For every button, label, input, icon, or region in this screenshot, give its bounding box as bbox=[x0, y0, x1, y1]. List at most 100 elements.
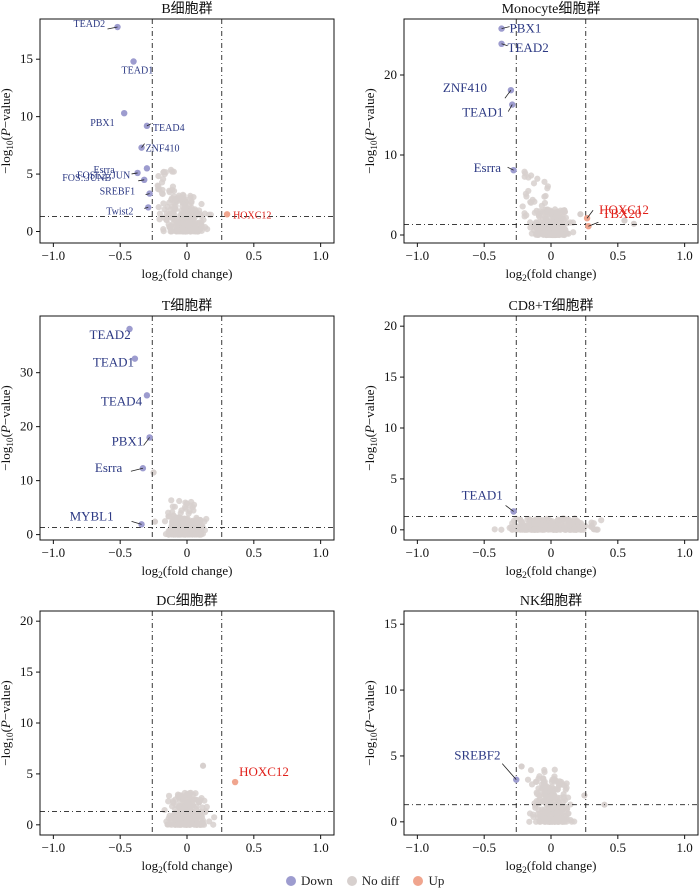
no-diff-point bbox=[159, 186, 166, 194]
no-diff-point bbox=[541, 766, 548, 774]
plot-frame bbox=[403, 315, 699, 541]
y-tick-label: 15 bbox=[20, 664, 33, 679]
y-tick-label: 5 bbox=[391, 471, 398, 486]
panel-title: NK细胞群 bbox=[520, 593, 582, 609]
label-leader-line bbox=[501, 43, 508, 47]
y-tick-label: 10 bbox=[20, 715, 33, 730]
no-diff-point bbox=[151, 518, 159, 525]
no-diff-point bbox=[577, 211, 584, 218]
x-tick-label: −0.5 bbox=[472, 248, 496, 263]
no-diff-point bbox=[156, 216, 163, 223]
x-tick-label: 0.5 bbox=[610, 248, 626, 263]
no-diff-point bbox=[542, 192, 549, 200]
no-diff-point bbox=[532, 778, 540, 785]
no-diff-point bbox=[183, 791, 191, 798]
label-leader-line bbox=[588, 221, 599, 227]
x-tick-label: 1.0 bbox=[677, 840, 693, 855]
no-diff-point bbox=[525, 520, 532, 527]
x-tick-label: 0.5 bbox=[246, 248, 262, 263]
no-diff-point bbox=[161, 518, 169, 525]
no-diff-point bbox=[541, 199, 549, 207]
label-leader-line bbox=[141, 143, 145, 148]
x-tick-label: 0.5 bbox=[610, 840, 626, 855]
x-tick-label: 0.5 bbox=[246, 545, 262, 560]
no-diff-point bbox=[171, 815, 178, 823]
no-diff-point bbox=[567, 801, 574, 808]
no-diff-point bbox=[198, 200, 205, 208]
legend-item-up: Up bbox=[413, 873, 444, 889]
y-tick-label: 0 bbox=[27, 224, 34, 239]
no-diff-point bbox=[534, 519, 541, 526]
no-diff-point bbox=[519, 203, 526, 210]
x-tick-label: −1.0 bbox=[42, 545, 66, 560]
no-diff-point bbox=[175, 821, 182, 828]
legend-dot-up bbox=[413, 876, 424, 886]
point-label: HOXC12 bbox=[599, 202, 649, 217]
legend-item-nodiff: No diff bbox=[346, 873, 399, 889]
y-tick-label: 0 bbox=[391, 814, 398, 829]
y-tick-label: 10 bbox=[20, 109, 33, 124]
x-tick-label: −1.0 bbox=[406, 840, 430, 855]
no-diff-point bbox=[190, 507, 197, 514]
label-leader-line bbox=[501, 763, 517, 780]
point-label: HOXC12 bbox=[239, 764, 289, 779]
label-leader-line bbox=[501, 26, 510, 29]
no-diff-point bbox=[527, 767, 535, 774]
no-diff-point bbox=[161, 806, 168, 814]
label-leader-line bbox=[507, 166, 514, 171]
legend-item-down: Down bbox=[286, 873, 333, 889]
point-label: Esrra bbox=[95, 460, 123, 475]
no-diff-point bbox=[491, 526, 498, 533]
x-tick-label: −0.5 bbox=[472, 545, 496, 560]
no-diff-point bbox=[518, 763, 525, 770]
y-tick-label: 30 bbox=[20, 365, 33, 380]
volcano-panel: Monocyte细胞群 PBX1 TEAD2 ZNF410 TEAD1 Esrra HOXC… bbox=[362, 1, 699, 284]
no-diff-point bbox=[541, 789, 548, 796]
y-axis-label: −log10(P−value) bbox=[362, 680, 380, 765]
down-point bbox=[143, 392, 151, 399]
point-label: FOSL2::JUN bbox=[77, 170, 130, 181]
no-diff-point bbox=[150, 469, 157, 476]
no-diff-point bbox=[560, 794, 567, 801]
point-label: FOS::JUNB bbox=[62, 173, 111, 184]
no-diff-point bbox=[185, 510, 192, 517]
y-tick-label: 5 bbox=[27, 766, 34, 781]
no-diff-point bbox=[520, 524, 528, 532]
down-point bbox=[143, 165, 151, 172]
no-diff-point bbox=[561, 207, 568, 214]
no-diff-point bbox=[569, 219, 577, 226]
no-diff-point bbox=[169, 503, 176, 510]
no-diff-points bbox=[154, 166, 214, 235]
no-diff-point bbox=[156, 210, 164, 217]
x-tick-label: 1.0 bbox=[677, 248, 693, 263]
y-tick-label: 0 bbox=[391, 522, 398, 537]
point-label: ZNF410 bbox=[146, 144, 180, 155]
no-diff-point bbox=[527, 224, 534, 231]
point-label: ZNF410 bbox=[443, 80, 487, 95]
no-diff-point bbox=[194, 521, 201, 528]
y-tick-label: 5 bbox=[27, 166, 34, 181]
x-tick-label: 0 bbox=[184, 840, 191, 855]
no-diff-point bbox=[537, 792, 544, 799]
no-diff-point bbox=[548, 521, 555, 529]
no-diff-point bbox=[541, 178, 548, 185]
no-diff-point bbox=[598, 517, 605, 524]
x-axis-label: log2(fold change) bbox=[142, 563, 233, 581]
no-diff-point bbox=[571, 526, 578, 533]
y-tick-label: 0 bbox=[27, 817, 34, 832]
legend-dot-nodiff bbox=[346, 876, 357, 886]
no-diff-point bbox=[182, 210, 189, 217]
no-diff-point bbox=[553, 809, 561, 816]
no-diff-point bbox=[160, 200, 167, 207]
label-leader-line bbox=[586, 209, 594, 219]
x-tick-label: 0 bbox=[548, 840, 555, 855]
panel-title: T细胞群 bbox=[162, 298, 213, 314]
down-point bbox=[498, 40, 505, 47]
x-axis-label: log2(fold change) bbox=[506, 266, 597, 284]
no-diff-point bbox=[177, 214, 184, 221]
point-label: SREBF1 bbox=[100, 187, 136, 198]
no-diff-point bbox=[550, 793, 557, 800]
x-tick-label: 0.5 bbox=[246, 840, 262, 855]
volcano-panel: DC细胞群 HOXC12 −1.0 −0.5 0 0.5 1.0 0 5 10 15 20 log2(f… bbox=[0, 593, 335, 876]
down-point bbox=[498, 25, 505, 32]
